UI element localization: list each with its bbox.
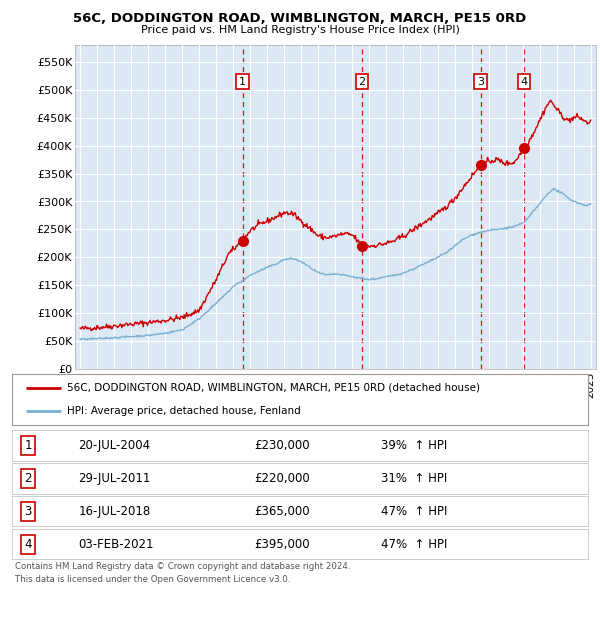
Text: 31%  ↑ HPI: 31% ↑ HPI [380,472,447,485]
Text: £220,000: £220,000 [254,472,310,485]
Text: 20-JUL-2004: 20-JUL-2004 [78,439,151,452]
Text: £365,000: £365,000 [254,505,310,518]
Text: £395,000: £395,000 [254,538,310,551]
Text: Price paid vs. HM Land Registry's House Price Index (HPI): Price paid vs. HM Land Registry's House … [140,25,460,35]
Text: HPI: Average price, detached house, Fenland: HPI: Average price, detached house, Fenl… [67,406,301,416]
Text: 56C, DODDINGTON ROAD, WIMBLINGTON, MARCH, PE15 0RD: 56C, DODDINGTON ROAD, WIMBLINGTON, MARCH… [73,12,527,25]
Text: £230,000: £230,000 [254,439,310,452]
Text: 1: 1 [239,76,246,87]
Text: 03-FEB-2021: 03-FEB-2021 [78,538,154,551]
Text: 2: 2 [359,76,365,87]
Text: 4: 4 [521,76,528,87]
Text: 2: 2 [25,472,32,485]
Text: 47%  ↑ HPI: 47% ↑ HPI [380,538,447,551]
Text: 56C, DODDINGTON ROAD, WIMBLINGTON, MARCH, PE15 0RD (detached house): 56C, DODDINGTON ROAD, WIMBLINGTON, MARCH… [67,383,480,392]
Text: Contains HM Land Registry data © Crown copyright and database right 2024.
This d: Contains HM Land Registry data © Crown c… [15,562,350,584]
Text: 1: 1 [25,439,32,452]
Text: 29-JUL-2011: 29-JUL-2011 [78,472,151,485]
Text: 39%  ↑ HPI: 39% ↑ HPI [380,439,447,452]
Text: 47%  ↑ HPI: 47% ↑ HPI [380,505,447,518]
Text: 3: 3 [477,76,484,87]
Text: 16-JUL-2018: 16-JUL-2018 [78,505,151,518]
Text: 4: 4 [25,538,32,551]
Text: 3: 3 [25,505,32,518]
